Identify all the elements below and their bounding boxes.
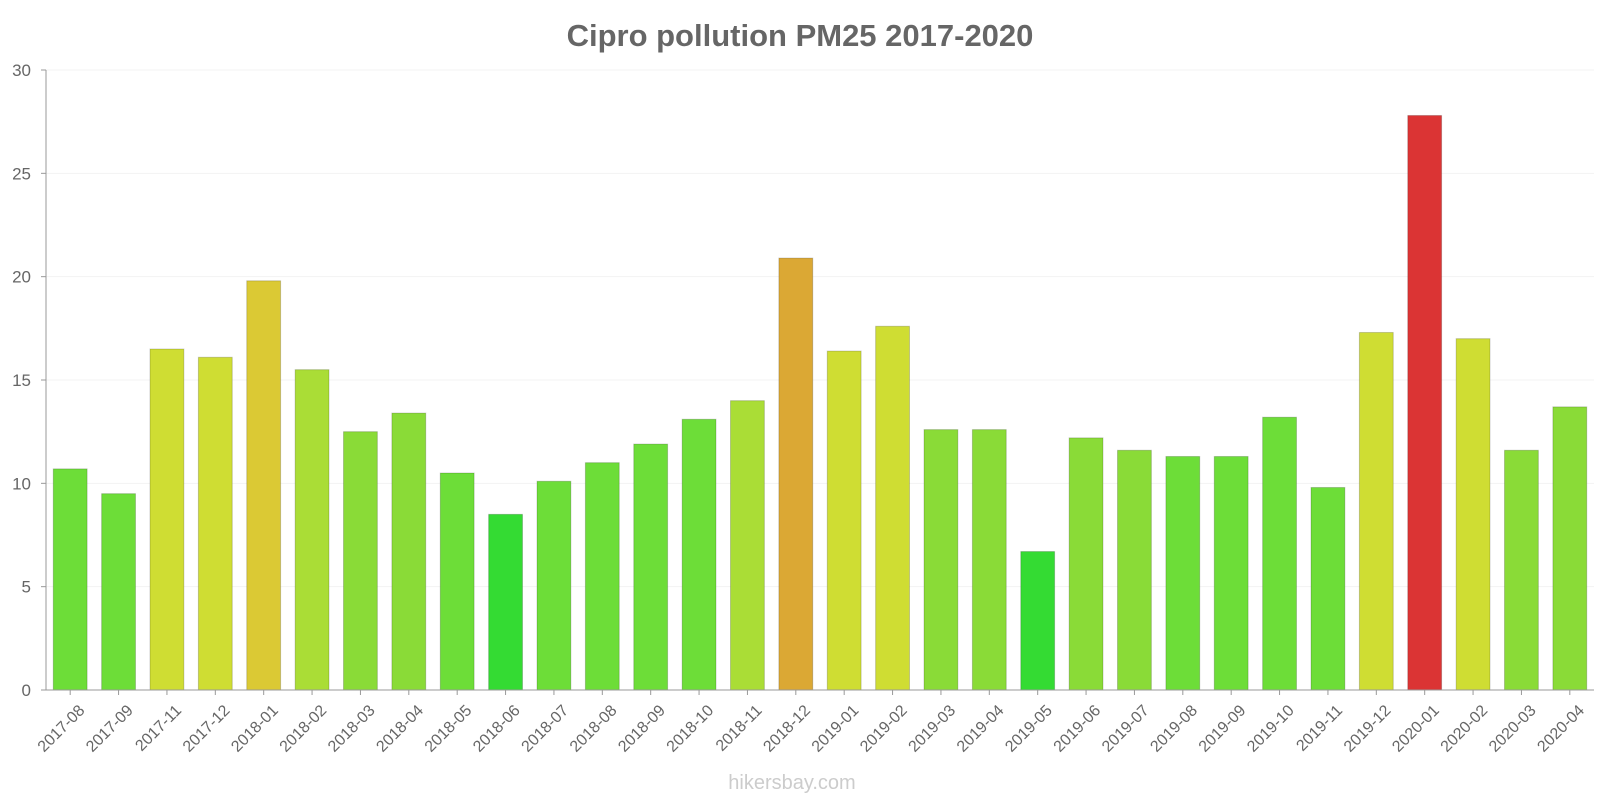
bar-2018-02 [294, 369, 330, 691]
x-tick-label: 2018-05 [422, 702, 476, 756]
bar-2018-05 [439, 472, 475, 691]
bar-2018-04 [391, 412, 427, 691]
bar-2018-01 [246, 280, 282, 691]
y-tick-label: 5 [22, 578, 31, 597]
bar-2020-02 [1455, 338, 1491, 691]
x-tick-label: 2020-04 [1534, 702, 1588, 756]
bar-2019-02 [875, 325, 910, 691]
x-tick-label: 2019-03 [906, 702, 960, 756]
x-tick-label: 2019-12 [1341, 702, 1395, 756]
bar-2019-05 [1020, 551, 1056, 691]
y-tick-label: 20 [12, 268, 31, 287]
bar-2019-12 [1358, 331, 1394, 691]
bar-2019-11 [1310, 486, 1346, 691]
bar-2017-12 [197, 356, 233, 691]
x-tick-label: 2019-08 [1147, 702, 1201, 756]
x-tick-label: 2017-12 [180, 702, 234, 756]
bar-2019-07 [1117, 449, 1152, 691]
bar-2017-08 [52, 468, 88, 691]
watermark: hikersbay.com [728, 772, 855, 794]
bar-2018-12 [778, 257, 814, 691]
bar-2020-01 [1407, 114, 1443, 691]
y-tick-label: 10 [12, 474, 31, 493]
y-axis-ticks: 0 5 10 15 20 25 30 [12, 61, 46, 700]
x-tick-label: 2018-09 [615, 702, 669, 756]
bar-2018-07 [536, 480, 572, 691]
bar-2018-10 [681, 418, 717, 691]
bar-2018-03 [343, 431, 378, 691]
x-tick-label: 2018-02 [277, 702, 331, 756]
x-tick-label: 2017-08 [35, 702, 89, 756]
x-tick-label: 2019-01 [809, 702, 863, 756]
x-tick-label: 2019-11 [1293, 702, 1346, 755]
bar-2018-09 [633, 443, 669, 691]
bar-2019-01 [826, 350, 862, 691]
x-tick-label: 2020-03 [1486, 702, 1540, 756]
x-tick-label: 2019-02 [857, 702, 911, 756]
y-tick-label: 25 [12, 164, 31, 183]
bar-2018-11 [730, 400, 765, 691]
y-tick-label: 30 [12, 61, 31, 80]
x-tick-label: 2019-09 [1196, 702, 1250, 756]
bar-2019-10 [1262, 416, 1297, 691]
bar-2017-11 [149, 348, 185, 691]
bar-2020-04 [1552, 406, 1588, 691]
x-tick-label: 2018-01 [228, 702, 282, 756]
x-tick-label: 2019-10 [1244, 702, 1298, 756]
bar-2020-03 [1504, 449, 1539, 691]
bar-2019-09 [1213, 455, 1249, 691]
x-tick-label: 2018-10 [664, 702, 718, 756]
chart-title: Cipro pollution PM25 2017-2020 [567, 18, 1034, 53]
x-tick-label: 2019-06 [1051, 702, 1105, 756]
y-tick-label: 15 [12, 371, 31, 390]
bar-2019-06 [1068, 437, 1104, 691]
x-tick-label: 2018-04 [373, 702, 427, 756]
x-tick-label: 2018-03 [325, 702, 379, 756]
x-tick-label: 2018-11 [713, 702, 766, 755]
x-tick-label: 2018-07 [519, 702, 573, 756]
x-tick-label: 2019-07 [1099, 702, 1153, 756]
bars [52, 114, 1588, 691]
bar-2018-08 [584, 462, 620, 691]
bar-2018-06 [488, 513, 523, 691]
x-tick-label: 2019-05 [1002, 702, 1056, 756]
y-tick-label: 0 [22, 681, 31, 700]
x-axis-ticks: 2017-082017-092017-112017-122018-012018-… [35, 690, 1588, 756]
x-tick-label: 2019-04 [954, 702, 1008, 756]
bar-2017-09 [101, 493, 136, 691]
x-tick-label: 2020-02 [1438, 702, 1492, 756]
x-tick-label: 2017-09 [83, 702, 137, 756]
bar-2019-03 [923, 429, 959, 691]
bar-2019-08 [1165, 455, 1201, 691]
x-tick-label: 2018-12 [760, 702, 814, 756]
x-tick-label: 2018-08 [567, 702, 621, 756]
bar-2019-04 [971, 429, 1007, 691]
x-tick-label: 2018-06 [470, 702, 524, 756]
x-tick-label: 2017-11 [132, 702, 185, 755]
x-tick-label: 2020-01 [1389, 702, 1443, 756]
